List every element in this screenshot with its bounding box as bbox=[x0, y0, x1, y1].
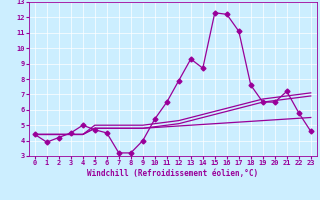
X-axis label: Windchill (Refroidissement éolien,°C): Windchill (Refroidissement éolien,°C) bbox=[87, 169, 258, 178]
